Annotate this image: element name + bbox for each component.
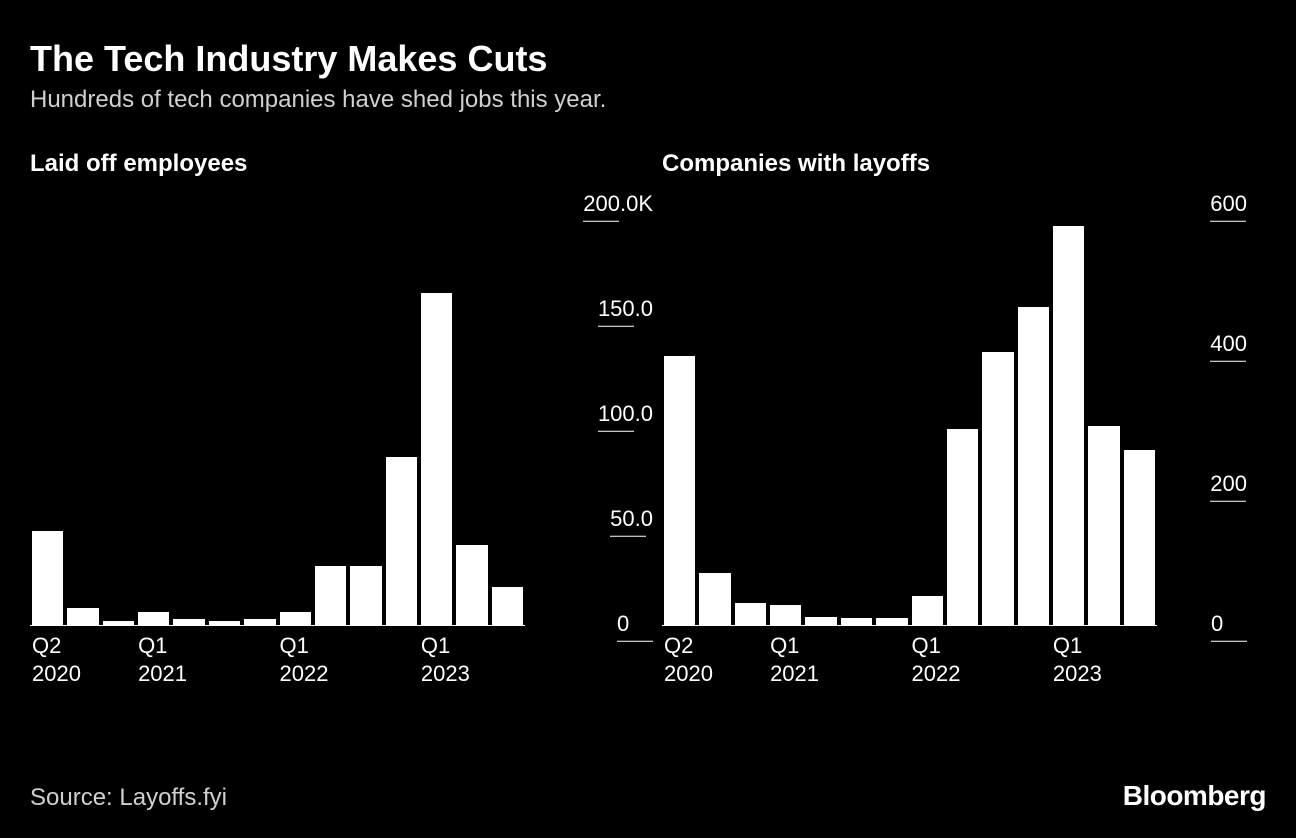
y-tick-label: 0 [617, 610, 629, 636]
bar [912, 596, 943, 625]
bar [386, 457, 417, 625]
bar [32, 531, 63, 626]
x-tick: Q22020 [32, 632, 81, 687]
chart2-title: Companies with layoffs [662, 150, 1266, 178]
y-tick: 400 [1210, 330, 1247, 362]
chart1-plot [30, 206, 525, 626]
bar [421, 293, 452, 625]
bar [456, 545, 487, 625]
chart-panel-companies-with-layoffs: Companies with layoffs 0 200 400 600 Q22020… [662, 150, 1266, 696]
bar [947, 429, 978, 625]
y-tick-label: 0 [1211, 610, 1223, 636]
bar [770, 605, 801, 625]
bar [805, 617, 836, 625]
bar [67, 608, 98, 625]
x-tick: Q12021 [770, 632, 819, 687]
footer: Source: Layoffs.fyi Bloomberg [30, 780, 1266, 812]
y-tick-label: 100.0 [598, 400, 653, 426]
bar [138, 612, 169, 625]
chart2-area: 0200400600 Q22020Q12021Q12022Q12023 [662, 206, 1247, 696]
y-tick-mark [583, 220, 619, 222]
source-text: Source: Layoffs.fyi [30, 784, 227, 812]
bar [841, 618, 872, 625]
chart1-x-axis: Q22020Q12021Q12022Q12023 [30, 626, 525, 696]
x-tick-line1: Q1 [280, 632, 329, 660]
chart2-bars [662, 206, 1157, 625]
y-tick: 50.0 [610, 505, 653, 537]
y-tick-mark [598, 325, 634, 327]
charts-row: Laid off employees 0 50.0 100.0 150.0 200.0K… [30, 150, 1266, 696]
x-tick-line2: 2021 [138, 660, 187, 688]
bar [1053, 226, 1084, 625]
y-tick: 150.0 [598, 295, 653, 327]
chart2-x-axis: Q22020Q12021Q12022Q12023 [662, 626, 1157, 696]
bar [664, 356, 695, 626]
bar [1124, 450, 1155, 625]
y-tick-label: 150.0 [598, 295, 653, 321]
x-tick-line1: Q1 [1053, 632, 1102, 660]
bar [173, 619, 204, 625]
chart2-plot [662, 206, 1157, 626]
x-tick-line2: 2021 [770, 660, 819, 688]
chart2-y-axis: 0200400600 [1177, 206, 1247, 626]
y-tick-label: 200 [1210, 470, 1247, 496]
chart1-title: Laid off employees [30, 150, 662, 178]
y-tick-label: 50.0 [610, 505, 653, 531]
x-tick-line2: 2020 [664, 660, 713, 688]
chart-subtitle: Hundreds of tech companies have shed job… [30, 86, 1266, 114]
x-tick: Q12022 [912, 632, 961, 687]
bar [735, 603, 766, 625]
bar [876, 618, 907, 625]
bar [103, 621, 134, 625]
chart-panel-laid-off-employees: Laid off employees 0 50.0 100.0 150.0 200.0K… [30, 150, 662, 696]
x-tick-line1: Q2 [32, 632, 81, 660]
brand-logo: Bloomberg [1123, 780, 1266, 812]
bar [315, 566, 346, 625]
y-tick-mark [1210, 500, 1246, 502]
x-tick-line2: 2022 [280, 660, 329, 688]
bar [1088, 426, 1119, 626]
x-tick-line1: Q1 [912, 632, 961, 660]
x-tick-line1: Q1 [138, 632, 187, 660]
bar [350, 566, 381, 625]
x-tick-line1: Q1 [770, 632, 819, 660]
chart1-area: 050.0100.0150.0200.0K Q22020Q12021Q12022… [30, 206, 653, 696]
x-tick: Q12021 [138, 632, 187, 687]
y-tick: 100.0 [598, 400, 653, 432]
bar [1018, 307, 1049, 626]
y-tick-mark [598, 430, 634, 432]
bar [699, 573, 730, 626]
y-tick: 0 [617, 610, 653, 642]
y-tick-mark [1211, 640, 1247, 642]
y-tick-label: 200.0K [583, 190, 653, 216]
x-tick-line2: 2020 [32, 660, 81, 688]
y-tick: 200.0K [583, 190, 653, 222]
x-tick: Q12023 [1053, 632, 1102, 687]
bar [982, 352, 1013, 625]
x-tick: Q12023 [421, 632, 470, 687]
x-tick-line2: 2022 [912, 660, 961, 688]
x-tick-line2: 2023 [421, 660, 470, 688]
chart1-y-axis: 050.0100.0150.0200.0K [545, 206, 653, 626]
chart-title: The Tech Industry Makes Cuts [30, 38, 1266, 80]
bar [280, 612, 311, 625]
x-tick: Q22020 [664, 632, 713, 687]
x-tick-line1: Q2 [664, 632, 713, 660]
y-tick-mark [1210, 220, 1246, 222]
y-tick-label: 600 [1210, 190, 1247, 216]
y-tick-mark [617, 640, 653, 642]
y-tick-mark [610, 535, 646, 537]
x-tick: Q12022 [280, 632, 329, 687]
bar [209, 621, 240, 625]
y-tick-mark [1210, 360, 1246, 362]
bar [492, 587, 523, 625]
x-tick-line2: 2023 [1053, 660, 1102, 688]
y-tick: 200 [1210, 470, 1247, 502]
y-tick: 0 [1211, 610, 1247, 642]
y-tick-label: 400 [1210, 330, 1247, 356]
chart1-bars [30, 206, 525, 625]
y-tick: 600 [1210, 190, 1247, 222]
bar [244, 619, 275, 625]
x-tick-line1: Q1 [421, 632, 470, 660]
